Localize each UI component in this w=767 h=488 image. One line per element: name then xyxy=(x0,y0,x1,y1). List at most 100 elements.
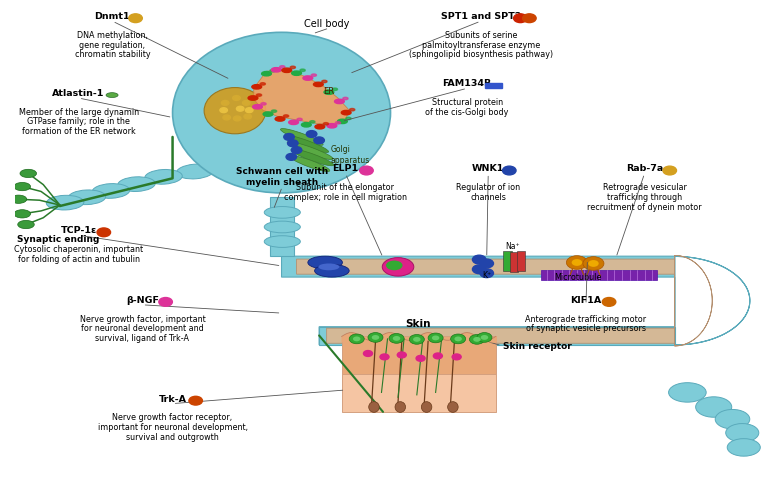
Ellipse shape xyxy=(252,84,262,89)
Bar xyxy=(341,374,495,412)
Ellipse shape xyxy=(726,424,759,442)
Circle shape xyxy=(469,334,485,344)
Circle shape xyxy=(389,333,404,343)
Ellipse shape xyxy=(68,190,106,204)
Circle shape xyxy=(220,108,228,113)
Circle shape xyxy=(522,14,536,22)
Text: K⁺: K⁺ xyxy=(482,271,492,280)
Text: (sphingolipid biosynthesis pathway): (sphingolipid biosynthesis pathway) xyxy=(409,50,553,60)
Circle shape xyxy=(451,334,466,344)
Circle shape xyxy=(233,116,241,121)
Ellipse shape xyxy=(270,70,275,72)
Text: Skin: Skin xyxy=(406,319,431,329)
Text: Trk-A: Trk-A xyxy=(159,395,186,404)
Text: FAM134B: FAM134B xyxy=(443,79,492,88)
Text: Nerve growth factor, important: Nerve growth factor, important xyxy=(80,315,206,324)
Ellipse shape xyxy=(18,221,35,229)
Bar xyxy=(541,270,657,280)
Text: for neuronal development and: for neuronal development and xyxy=(81,325,204,333)
Bar xyxy=(510,251,518,272)
Text: Retrograde vesicular: Retrograde vesicular xyxy=(603,183,686,192)
Ellipse shape xyxy=(284,115,288,117)
Text: Nerve growth factor receptor,: Nerve growth factor receptor, xyxy=(113,413,232,422)
Bar xyxy=(486,83,502,88)
Ellipse shape xyxy=(291,71,301,75)
Ellipse shape xyxy=(204,87,265,134)
Bar xyxy=(503,251,512,271)
Circle shape xyxy=(663,166,676,175)
Circle shape xyxy=(129,14,143,22)
Circle shape xyxy=(242,101,250,105)
Circle shape xyxy=(477,332,492,342)
Text: of the cis-Golgi body: of the cis-Golgi body xyxy=(426,108,509,117)
Text: complex; role in cell migration: complex; role in cell migration xyxy=(284,193,407,202)
Text: WNK1: WNK1 xyxy=(472,164,505,173)
Circle shape xyxy=(314,137,324,144)
Ellipse shape xyxy=(272,110,277,112)
Circle shape xyxy=(514,14,527,22)
Circle shape xyxy=(244,114,252,119)
Text: Subunits of serine: Subunits of serine xyxy=(445,31,517,40)
Ellipse shape xyxy=(346,117,351,120)
Ellipse shape xyxy=(696,397,732,417)
Ellipse shape xyxy=(323,122,328,125)
Text: GTPase family; role in the: GTPase family; role in the xyxy=(27,118,130,126)
Polygon shape xyxy=(254,70,349,125)
Text: Member of the large dynamin: Member of the large dynamin xyxy=(18,108,139,117)
Text: Golgi
apparatus: Golgi apparatus xyxy=(331,145,370,164)
Circle shape xyxy=(349,334,364,344)
Ellipse shape xyxy=(318,264,340,270)
Ellipse shape xyxy=(282,68,291,73)
Text: for folding of actin and tubulin: for folding of actin and tubulin xyxy=(18,255,140,264)
Text: Subunit of the elongator: Subunit of the elongator xyxy=(296,183,394,192)
Ellipse shape xyxy=(106,93,118,98)
Text: Regulator of ion: Regulator of ion xyxy=(456,183,520,192)
Ellipse shape xyxy=(314,264,349,277)
Ellipse shape xyxy=(248,96,258,100)
Polygon shape xyxy=(281,256,750,345)
Ellipse shape xyxy=(727,439,760,456)
Circle shape xyxy=(288,140,298,147)
Ellipse shape xyxy=(332,88,337,90)
Ellipse shape xyxy=(386,261,403,270)
Ellipse shape xyxy=(260,82,265,85)
Ellipse shape xyxy=(297,118,302,121)
Ellipse shape xyxy=(263,112,273,116)
Ellipse shape xyxy=(265,221,301,233)
Circle shape xyxy=(413,337,420,342)
Circle shape xyxy=(410,334,424,344)
Text: ER: ER xyxy=(323,87,334,96)
Ellipse shape xyxy=(369,402,379,412)
Circle shape xyxy=(291,147,302,154)
Circle shape xyxy=(159,298,173,306)
Circle shape xyxy=(428,333,443,343)
Circle shape xyxy=(473,337,481,342)
Text: Microtubule: Microtubule xyxy=(555,273,602,283)
Text: formation of the ER network: formation of the ER network xyxy=(21,127,136,136)
Circle shape xyxy=(433,353,443,359)
Circle shape xyxy=(286,154,297,160)
Text: Na⁺: Na⁺ xyxy=(505,242,520,251)
Ellipse shape xyxy=(337,119,347,123)
Text: important for neuronal development,: important for neuronal development, xyxy=(97,423,248,432)
Ellipse shape xyxy=(421,402,432,412)
Text: Schwann cell with
myelin sheath: Schwann cell with myelin sheath xyxy=(236,167,328,186)
Ellipse shape xyxy=(715,409,750,429)
Circle shape xyxy=(97,228,110,237)
Circle shape xyxy=(416,355,425,361)
Text: β-NGF: β-NGF xyxy=(126,296,159,305)
Circle shape xyxy=(232,96,240,101)
Polygon shape xyxy=(319,327,675,345)
Text: KIF1A: KIF1A xyxy=(571,296,601,305)
Circle shape xyxy=(284,134,295,141)
Text: trafficking through: trafficking through xyxy=(607,193,682,202)
Ellipse shape xyxy=(256,94,262,96)
Ellipse shape xyxy=(290,66,295,69)
Text: Rab-7a: Rab-7a xyxy=(626,164,663,173)
Ellipse shape xyxy=(324,90,334,94)
Ellipse shape xyxy=(311,74,317,76)
Ellipse shape xyxy=(288,120,298,124)
Text: recruitment of dynein motor: recruitment of dynein motor xyxy=(588,203,702,212)
Circle shape xyxy=(189,396,202,405)
Text: gene regulation,: gene regulation, xyxy=(80,41,146,50)
